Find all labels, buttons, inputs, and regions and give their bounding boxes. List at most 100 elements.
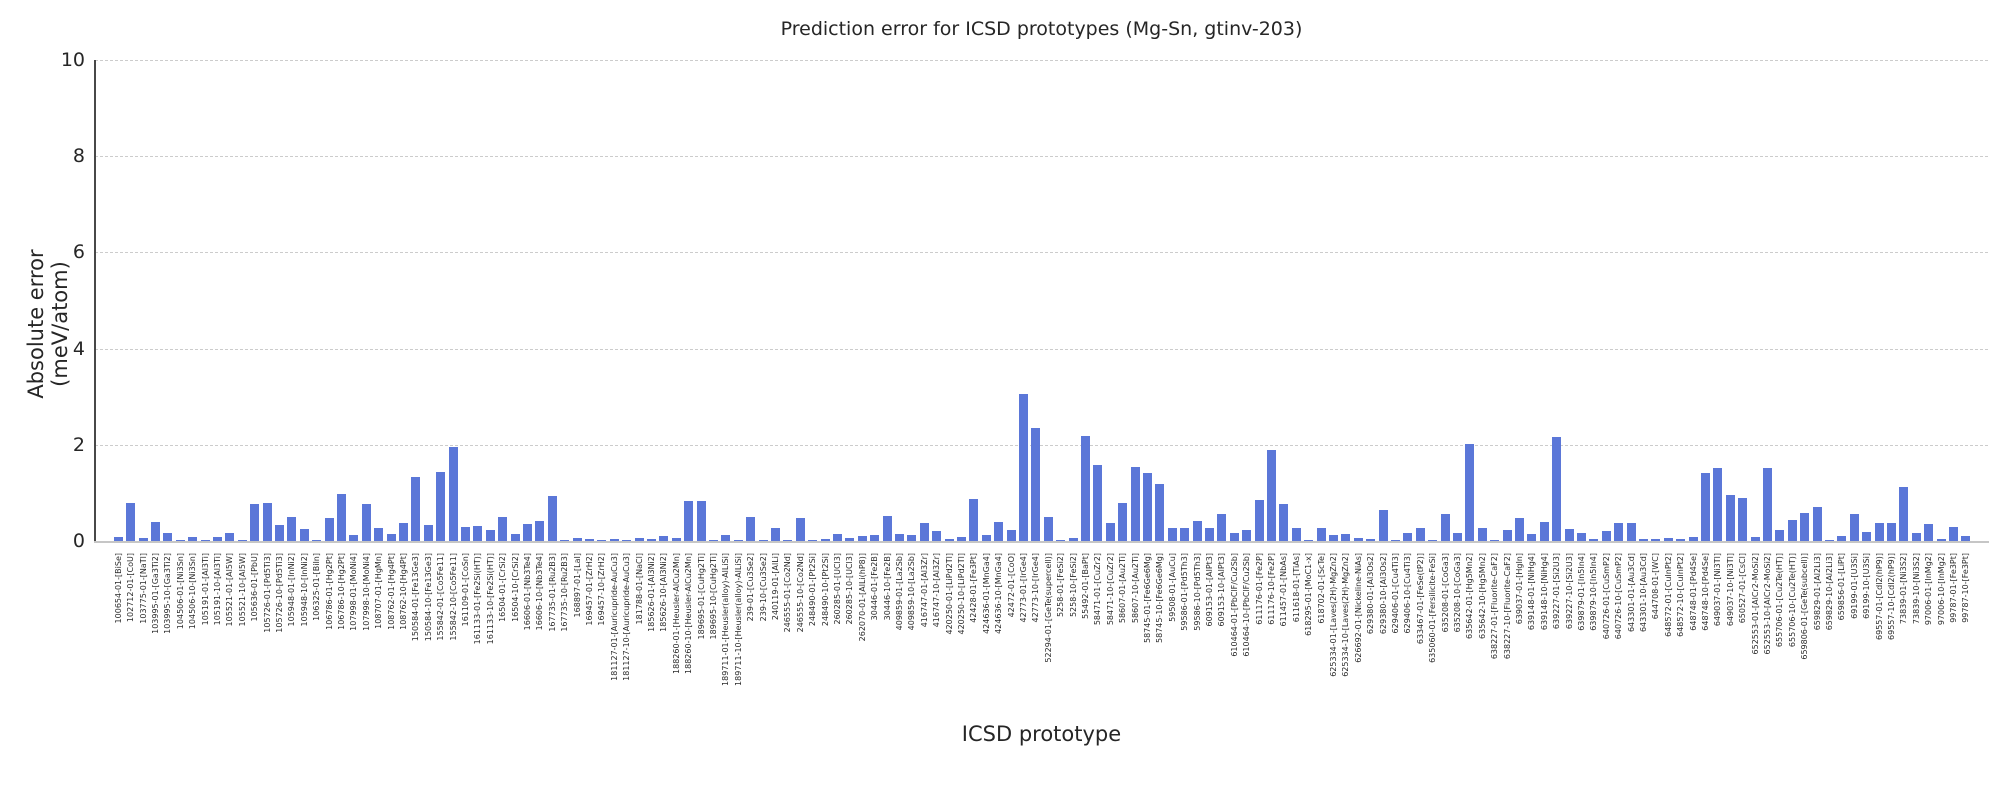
- bar: [461, 526, 470, 541]
- bar: [1403, 532, 1413, 541]
- x-tick-label: 240119-01-[AlLi]: [771, 553, 780, 621]
- x-tick-label: 625334-10-[Laves(2H)-MgZn2]: [1341, 553, 1351, 677]
- bar: [1440, 514, 1450, 541]
- x-tick-label: 167735-10-[Ru2B3]: [560, 553, 570, 632]
- bar: [1849, 513, 1859, 541]
- bar: [944, 539, 954, 541]
- bar: [1068, 537, 1078, 541]
- bar: [907, 534, 917, 541]
- bar: [1341, 534, 1351, 541]
- x-tick-label: 161133-10-[Fe2Si(HT)]: [485, 553, 495, 645]
- x-tick-label: 58607-01-[Au2Ti]: [1118, 553, 1128, 624]
- bar: [1750, 536, 1760, 541]
- bar: [188, 537, 198, 541]
- gridline-y4: [95, 348, 1988, 350]
- y-tick-label: 0: [72, 530, 85, 552]
- bar: [1130, 467, 1140, 541]
- x-tick-label: 409859-10-[La2Sb]: [907, 553, 917, 631]
- x-tick-label: 635060-01-[Fersilicite-FeSi]: [1428, 553, 1438, 663]
- x-tick-label: 640726-10-[CuSmP2]: [1614, 553, 1624, 640]
- x-tick-label: 99787-10-[Fe3Pt]: [1961, 553, 1971, 623]
- x-tick-label: 189711-10-[Heusler(alloy)-AlLiSi]: [733, 553, 743, 686]
- x-tick-label: 416747-01-[Al3Zr]: [919, 553, 929, 628]
- bar: [1093, 465, 1103, 541]
- bar: [1688, 537, 1698, 541]
- bar: [994, 521, 1004, 541]
- bar: [981, 535, 991, 541]
- x-tick-label: 108707-01-[HgMn]: [374, 553, 384, 629]
- x-tick-label: 655706-01-[Cu2Te(HT)]: [1775, 553, 1785, 648]
- x-tick-label: 644708-01-[WC]: [1651, 553, 1661, 620]
- x-tick-label: 629380-10-[Al3Os2]: [1378, 553, 1388, 635]
- gridline-y8: [95, 156, 1988, 158]
- x-tick-label: 5258-01-[FeSi2]: [1056, 553, 1066, 618]
- x-tick-label: 150584-10-[Fe13Ge3]: [423, 553, 433, 642]
- bar: [337, 493, 346, 541]
- x-tick-label: 69199-10-[U3Si]: [1862, 553, 1872, 619]
- x-tick-label: 625334-01-[Laves(2H)-MgZn2]: [1329, 553, 1338, 677]
- bar: [1192, 521, 1202, 541]
- bar: [250, 503, 260, 541]
- x-tick-label: 105948-01-[InNi2]: [287, 553, 297, 627]
- x-tick-label: 639148-10-[NiHg4]: [1539, 553, 1549, 631]
- x-tick-label: 167735-01-[Ru2B3]: [547, 553, 557, 632]
- bar: [1936, 538, 1946, 541]
- x-tick-label: 181127-01-[Auricupride-AuCu3]: [609, 553, 619, 681]
- x-tick-label: 105521-10-[Al5W]: [237, 553, 247, 627]
- gridline-y6: [95, 252, 1988, 254]
- bar: [1279, 504, 1289, 541]
- bar: [969, 498, 979, 541]
- x-tick-label: 635208-10-[CoGa3]: [1453, 553, 1462, 633]
- x-tick-label: 16606-10-[Nb3Te4]: [535, 553, 545, 631]
- bar: [1105, 523, 1115, 541]
- x-tick-label: 169457-01-[ZrH2]: [585, 553, 594, 626]
- x-tick-label: 185626-01-[Al3Ni2]: [647, 553, 656, 632]
- bar: [1725, 495, 1735, 541]
- x-tick-label: 189695-10-[CuHg2Ti]: [709, 553, 718, 640]
- bar: [225, 533, 235, 541]
- bar: [399, 523, 408, 541]
- y-tick-label: 4: [72, 337, 85, 360]
- y-tick-label: 6: [72, 241, 85, 264]
- bar: [634, 538, 644, 541]
- bar: [1837, 536, 1847, 541]
- x-tick-label: 107998-10-[MoNi4]: [361, 553, 371, 631]
- bar: [585, 539, 594, 541]
- bar: [795, 518, 805, 541]
- x-tick-label: 16504-01-[CrSi2]: [498, 553, 508, 622]
- x-tick-label: 30446-10-[Fe2B]: [882, 553, 892, 621]
- bar: [1763, 468, 1772, 541]
- x-tick-label: 648748-01-[Pd4Se]: [1688, 553, 1698, 631]
- x-tick-label: 610464-10-[PbClF/Cu2Sb]: [1242, 553, 1252, 657]
- bar: [622, 539, 632, 541]
- x-tick-label: 420250-10-[LiPd2Tl]: [957, 553, 966, 635]
- x-tick-label: 73839-01-[Ni3S2]: [1899, 553, 1909, 625]
- bar: [547, 496, 557, 541]
- bar: [1167, 527, 1177, 541]
- x-tick-label: 260285-10-[UCl3]: [845, 553, 855, 625]
- bar: [1043, 517, 1053, 541]
- bar: [833, 534, 842, 541]
- bar: [287, 517, 297, 541]
- bar: [349, 534, 359, 541]
- x-tick-label: 611618-01-[TiAs]: [1291, 553, 1301, 623]
- bar: [932, 531, 942, 541]
- x-tick-label: 97006-10-[InMg2]: [1936, 553, 1946, 626]
- x-tick-label: 424636-10-[MnGa4]: [994, 553, 1004, 634]
- bar: [895, 534, 904, 541]
- x-tick-label: 5258-10-[FeSi2]: [1068, 553, 1078, 618]
- x-tick-label: 69557-01-[CdI2(hP9)]: [1874, 553, 1884, 640]
- y-axis-tick-labels: 0 2 4 6 8 10: [0, 49, 85, 552]
- x-tick-label: 58471-10-[CuZr2]: [1105, 553, 1115, 626]
- bar: [870, 534, 880, 541]
- x-tick-label: 105636-01-[PbU]: [250, 553, 260, 622]
- x-tick-label: 659806-01-[GeTe(subcell)]: [1800, 553, 1810, 660]
- bar: [1465, 443, 1475, 541]
- x-tick-label: 648572-10-[CuInPt2]: [1676, 553, 1686, 637]
- bar: [721, 535, 731, 541]
- bar: [163, 532, 173, 541]
- bar: [510, 533, 520, 541]
- x-tick-label: 59586-10-[Pd5Th3]: [1192, 553, 1202, 631]
- bar: [374, 527, 384, 541]
- bar: [572, 538, 582, 541]
